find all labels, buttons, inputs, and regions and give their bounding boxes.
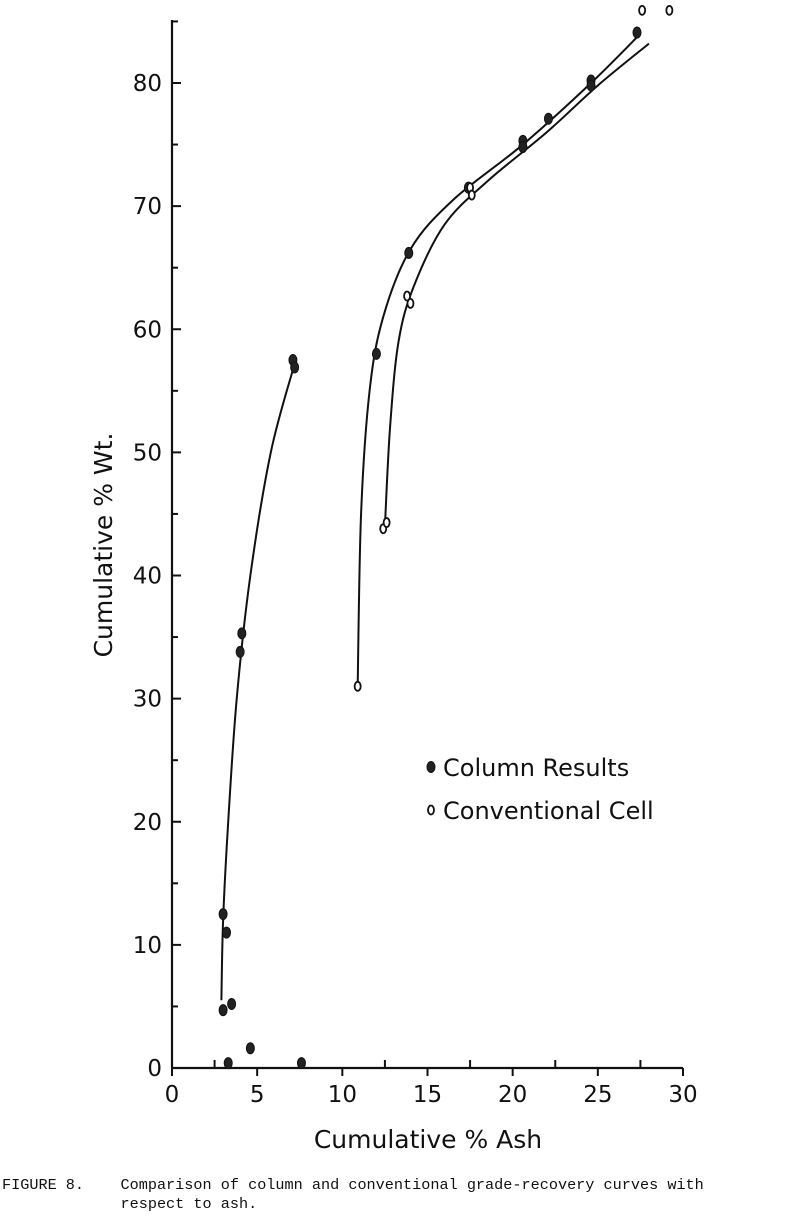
point-column-results — [371, 347, 381, 360]
grade-recovery-chart: 0 5 10 15 20 25 30 0 10 20 30 40 50 60 70 80 Cumulative… — [89, 4, 698, 1154]
point-column-results — [543, 112, 553, 125]
y-tick-label: 80 — [133, 71, 162, 97]
chart-legend: Column Results Conventional Cell — [426, 754, 654, 825]
caption-line-2: respect to ash. — [2, 1195, 258, 1213]
y-tick-label: 30 — [133, 687, 162, 713]
chart-points — [218, 4, 674, 1070]
legend-marker-conventional-cell — [427, 804, 435, 816]
x-tick-label: 10 — [328, 1082, 357, 1108]
point-conventional-cell — [467, 189, 476, 201]
y-tick-label: 50 — [133, 440, 162, 466]
point-conventional-cell — [665, 4, 674, 16]
point-column-results — [518, 141, 528, 154]
point-conventional-cell — [403, 290, 411, 302]
x-tick-label: 20 — [498, 1082, 527, 1108]
curve-series-0-0 — [220, 363, 296, 1001]
y-tick-label: 20 — [133, 810, 162, 836]
x-tick-label: 25 — [583, 1082, 612, 1108]
point-column-results — [404, 246, 414, 259]
point-conventional-cell — [353, 680, 362, 692]
y-tick-label: 60 — [133, 317, 162, 343]
y-tick-label: 70 — [133, 194, 162, 220]
legend-label-conventional-cell: Conventional Cell — [443, 797, 654, 825]
figure-caption: FIGURE 8. Comparison of column and conve… — [2, 1176, 800, 1214]
point-column-results — [245, 1042, 255, 1055]
chart-ticks — [171, 20, 684, 1076]
legend-label-column-results: Column Results — [443, 754, 629, 782]
curve-series-1-0 — [383, 42, 650, 527]
y-tick-label: 0 — [147, 1056, 162, 1082]
point-conventional-cell — [638, 4, 647, 16]
chart-axes — [170, 20, 683, 1070]
y-axis-title: Cumulative % Wt. — [89, 433, 118, 658]
point-column-results — [223, 1057, 233, 1070]
point-column-results — [586, 79, 596, 92]
x-tick-label: 0 — [165, 1082, 180, 1108]
point-column-results — [227, 997, 237, 1010]
x-tick-label: 15 — [413, 1082, 442, 1108]
point-column-results — [235, 645, 245, 658]
x-tick-label: 30 — [668, 1082, 697, 1108]
point-conventional-cell — [406, 297, 415, 309]
point-column-results — [237, 627, 247, 640]
legend-marker-column-results — [426, 761, 436, 773]
point-column-results — [218, 1004, 228, 1017]
y-tick-label: 10 — [133, 933, 162, 959]
x-tick-label: 5 — [250, 1082, 265, 1108]
curve-series-0-1 — [356, 33, 642, 687]
caption-line-1: FIGURE 8. Comparison of column and conve… — [2, 1176, 704, 1194]
y-tick-label: 40 — [133, 564, 162, 590]
point-column-results — [296, 1057, 306, 1070]
point-column-results — [222, 926, 232, 939]
point-column-results — [632, 26, 642, 39]
chart-curves — [220, 33, 650, 1001]
x-axis-title: Cumulative % Ash — [314, 1125, 542, 1154]
point-conventional-cell — [382, 517, 391, 528]
point-column-results — [218, 908, 228, 921]
point-column-results — [290, 361, 300, 374]
chart-tick-labels: 0 5 10 15 20 25 30 0 10 20 30 40 50 60 70 80 — [133, 71, 698, 1108]
